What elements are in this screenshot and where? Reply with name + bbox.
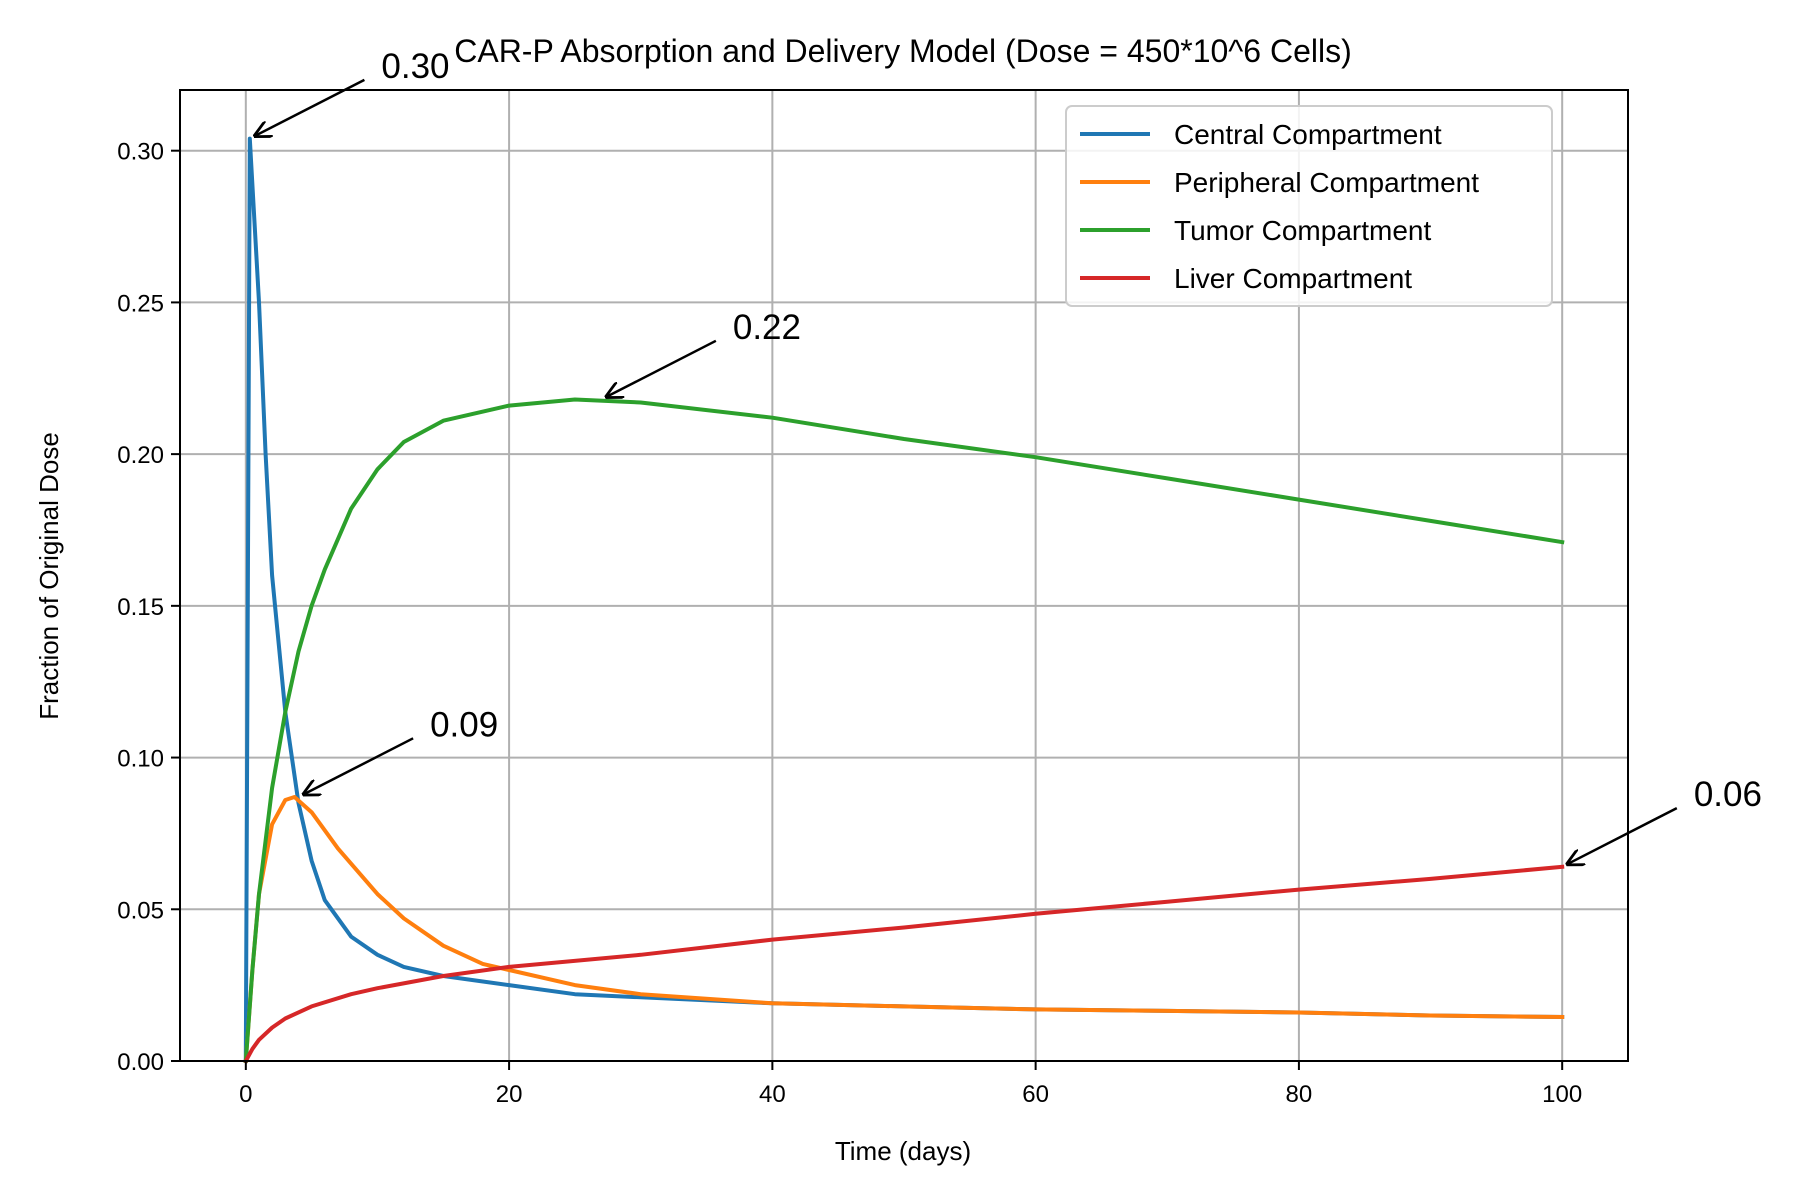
x-tick-label: 0: [239, 1081, 252, 1108]
x-tick-label: 60: [1022, 1081, 1049, 1108]
x-tick-label: 100: [1542, 1081, 1582, 1108]
y-tick-label: 0.20: [117, 442, 164, 469]
annotation-label: 0.06: [1694, 775, 1762, 814]
annotation-arrow: [1568, 806, 1678, 864]
x-axis-label: Time (days): [835, 1136, 971, 1166]
y-axis-label: Fraction of Original Dose: [34, 432, 64, 720]
annotation-label: 0.30: [381, 47, 449, 86]
annotations: 0.30 0.22 0.09 0.06: [255, 47, 1762, 864]
annotation-arrow: [607, 339, 717, 397]
x-tick-label: 40: [759, 1081, 786, 1108]
legend-label: Central Compartment: [1174, 119, 1442, 150]
x-tick-label: 80: [1286, 1081, 1313, 1108]
y-tick-label: 0.00: [117, 1049, 164, 1076]
y-tick-label: 0.15: [117, 594, 164, 621]
legend-label: Tumor Compartment: [1174, 215, 1431, 246]
series-lines: [243, 136, 1565, 1064]
legend-label: Liver Compartment: [1174, 263, 1412, 294]
annotation-label: 0.09: [430, 705, 498, 744]
x-tick-label: 20: [496, 1081, 523, 1108]
series-line-peripheral-compartment: [243, 795, 1565, 1064]
series-line-liver-compartment: [243, 864, 1565, 1064]
y-tick-label: 0.10: [117, 746, 164, 773]
y-tick-label: 0.25: [117, 290, 164, 317]
series-line-tumor-compartment: [243, 397, 1565, 1064]
plot-frame: [179, 89, 1629, 1062]
annotation-label: 0.22: [733, 308, 801, 347]
legend-label: Peripheral Compartment: [1174, 167, 1479, 198]
legend: Central Compartment Peripheral Compartmen…: [1065, 105, 1553, 307]
annotation-arrow: [304, 737, 414, 794]
chart-title: CAR-P Absorption and Delivery Model (Dos…: [454, 33, 1352, 69]
y-tick-label: 0.30: [117, 139, 164, 166]
grid-lines: [180, 90, 1628, 1062]
y-tick-label: 0.05: [117, 897, 164, 924]
legend-box: [1065, 105, 1553, 307]
annotation-arrow: [255, 78, 365, 136]
axis-ticks: 0 20 40 60 80 100 0.00 0.05 0.10 0.15 0.20 0.25 0.30: [117, 139, 1582, 1108]
